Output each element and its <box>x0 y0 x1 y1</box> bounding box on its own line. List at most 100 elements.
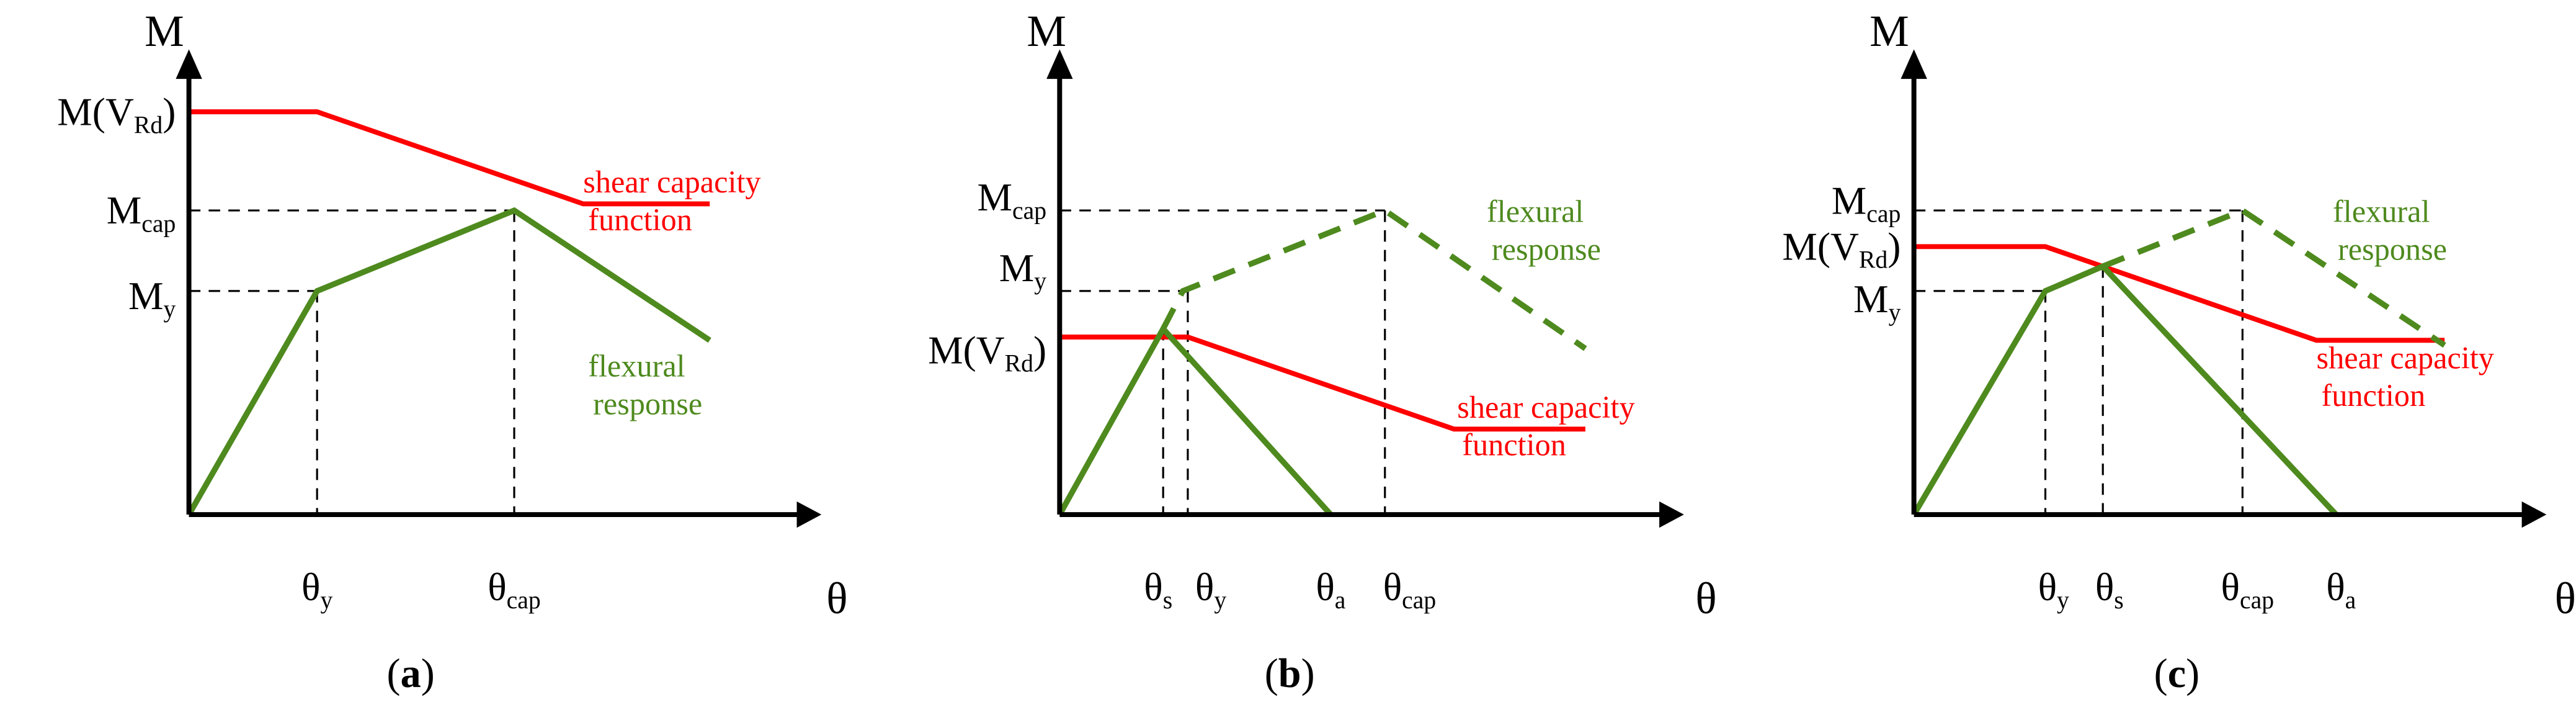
label-main: θ <box>2326 565 2345 609</box>
label-main: M <box>999 246 1035 290</box>
y-axis-title: M <box>145 7 184 56</box>
x-label: θcap <box>1383 565 1437 614</box>
annotation: flexural <box>588 349 685 384</box>
y-label: My <box>128 274 176 323</box>
label-sub: Rd <box>134 112 163 139</box>
label-sub: Rd <box>1859 246 1887 274</box>
x-label: θa <box>1316 565 1345 614</box>
x-axis-title: θ <box>2555 574 2576 623</box>
shear-capacity-line <box>189 109 710 207</box>
y-label: M(VRd) <box>57 89 176 138</box>
label-sub: s <box>1163 587 1172 614</box>
label-main: M <box>107 188 142 232</box>
label-main: θ <box>301 565 320 609</box>
label-sub: y <box>1034 268 1046 295</box>
x-label: θy <box>301 565 332 614</box>
flexural-dashed-line <box>2101 207 2446 348</box>
annotation: response <box>1492 232 1601 267</box>
caption-part: ( <box>2154 651 2168 696</box>
flexural-line <box>186 207 711 516</box>
x-arrow <box>796 501 822 528</box>
caption-part: ( <box>1265 651 1278 696</box>
y-label: M(VRd) <box>928 328 1046 377</box>
label-sub: y <box>320 587 332 614</box>
annotation: function <box>2321 378 2425 413</box>
label-sub: y <box>2057 587 2069 614</box>
label-tail: ) <box>163 89 176 133</box>
label-sub: cap <box>507 587 541 614</box>
label-main: θ <box>1383 565 1402 609</box>
flexural-line <box>1057 323 1333 517</box>
caption-part: ( <box>387 651 401 696</box>
label-sub: a <box>2345 587 2356 614</box>
shear-capacity-line <box>1059 335 1585 432</box>
y-arrow <box>1901 49 1927 79</box>
caption-part: ) <box>1301 651 1315 696</box>
x-label: θs <box>2095 565 2124 614</box>
x-label: θs <box>1144 565 1172 614</box>
y-label: Mcap <box>107 188 176 237</box>
label-sub: a <box>1335 587 1346 614</box>
x-arrow <box>1659 501 1684 528</box>
label-sub: cap <box>141 210 176 237</box>
x-arrow <box>2521 501 2547 528</box>
label-main: θ <box>2221 565 2239 609</box>
annotation: response <box>593 386 702 421</box>
label-sub: Rd <box>1005 350 1033 377</box>
shear-capacity-line <box>1914 244 2445 343</box>
label-sub: y <box>164 295 176 323</box>
caption-part: a <box>401 651 421 696</box>
caption-part: c <box>2168 651 2186 696</box>
x-axis-title: θ <box>1695 574 1716 623</box>
label-main: θ <box>1144 565 1162 609</box>
y-label: Mcap <box>978 175 1047 224</box>
x-label: θy <box>1195 565 1226 614</box>
label-main: M <box>1853 277 1889 321</box>
caption-part: b <box>1278 651 1301 696</box>
label-main: M(V <box>1782 225 1859 269</box>
annotation: shear capacity <box>1457 390 1634 425</box>
label-sub: cap <box>1866 200 1901 228</box>
label-main: θ <box>488 565 506 609</box>
label-main: M <box>128 274 164 318</box>
caption: (b) <box>1265 651 1315 696</box>
caption-part: ) <box>2186 651 2199 696</box>
label-main: M(V <box>57 89 134 133</box>
label-main: M <box>978 175 1013 219</box>
label-main: M(V <box>928 328 1005 372</box>
caption: (c) <box>2154 651 2199 696</box>
y-arrow <box>1046 49 1073 79</box>
annotation: flexural <box>1487 194 1584 229</box>
label-sub: cap <box>1012 197 1046 224</box>
y-axis-title: M <box>1027 7 1066 56</box>
label-sub: cap <box>2240 587 2274 614</box>
y-label: Mcap <box>1832 178 1901 227</box>
label-tail: ) <box>1887 225 1901 269</box>
annotation: function <box>588 202 692 237</box>
flexural-dashed-line <box>1161 207 1587 351</box>
caption-part: ) <box>421 651 435 696</box>
flexural-line <box>1911 263 2338 517</box>
y-label: My <box>1853 277 1901 326</box>
annotation: response <box>2338 232 2447 267</box>
y-label: My <box>999 246 1047 295</box>
annotation: flexural <box>2333 194 2430 229</box>
label-sub: y <box>1214 587 1226 614</box>
annotation: shear capacity <box>583 164 760 199</box>
label-main: θ <box>1316 565 1334 609</box>
label-main: M <box>1832 178 1867 222</box>
x-label: θcap <box>488 565 541 614</box>
x-label: θa <box>2326 565 2356 614</box>
label-tail: ) <box>1033 328 1046 372</box>
label-main: θ <box>2095 565 2114 609</box>
annotation: function <box>1462 428 1566 462</box>
label-sub: s <box>2114 587 2123 614</box>
y-arrow <box>176 49 202 79</box>
label-main: θ <box>1195 565 1214 609</box>
x-axis-title: θ <box>826 574 847 623</box>
